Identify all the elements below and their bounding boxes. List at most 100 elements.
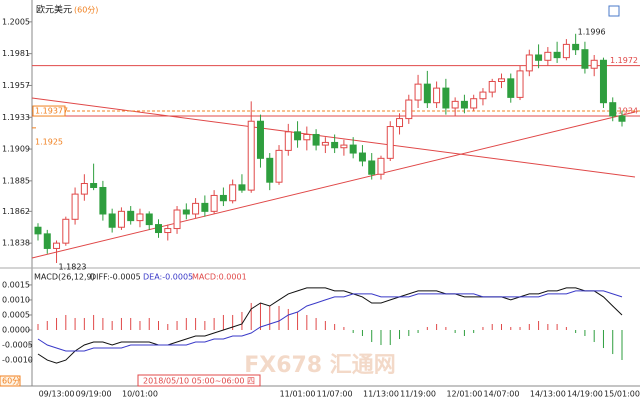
period-label: 60分 [2, 377, 20, 386]
candle-body [145, 213, 153, 226]
y-tick-label: 1.1933 [2, 113, 30, 122]
y-tick-label: 1.1862 [2, 207, 30, 216]
candle-body [99, 186, 107, 215]
candle-body [192, 202, 200, 215]
candle-body [182, 209, 190, 215]
y-tick-label: 1.1981 [2, 49, 30, 58]
watermark: FX678 汇通网 [244, 353, 396, 378]
candle-body [117, 210, 125, 228]
candle-body [525, 54, 533, 72]
diff-line [37, 287, 623, 364]
candle-body [368, 160, 376, 175]
candle-body [470, 98, 478, 109]
dea-line [37, 290, 623, 352]
candle-body [155, 224, 163, 234]
candle-body [229, 184, 237, 202]
y-tick-label: 1.1909 [2, 145, 30, 154]
candle-body [210, 194, 218, 212]
candle-body [599, 59, 607, 104]
x-tick-label: 11/07:00 [317, 390, 353, 399]
candle-body [590, 59, 598, 69]
x-tick-label: 12/01:00 [446, 390, 482, 399]
candle-body [377, 157, 385, 175]
candle-body [108, 213, 116, 228]
x-tick-label: 14/13:00 [530, 390, 566, 399]
candle-body [275, 149, 283, 183]
candle-body [516, 70, 524, 98]
candle-body [349, 144, 357, 154]
candle-body [136, 213, 144, 222]
y-tick-label: 0.0000 [2, 326, 30, 335]
candle-body [266, 157, 274, 183]
x-tick-label: 15/01:00 [604, 390, 640, 399]
candle-body [433, 87, 441, 104]
candle-body [80, 183, 88, 195]
candle-body [414, 83, 422, 101]
macd-label: MACD:0.0001 [192, 273, 247, 282]
candle-body [396, 118, 404, 128]
candle-body [173, 209, 181, 230]
mark-label: 1.19377 [35, 107, 68, 116]
candle-body [423, 83, 431, 104]
candle-body [53, 242, 61, 249]
high-label: 1.1996 [578, 27, 606, 36]
x-tick-label: 11/19:00 [400, 390, 436, 399]
candle-body [256, 120, 264, 159]
candle-body [618, 115, 626, 122]
candle-body [358, 152, 366, 162]
x-tick-label: 11/13:00 [363, 390, 399, 399]
candle-body [303, 133, 311, 141]
y-tick-label: 0.0015 [2, 280, 30, 289]
candle-body [247, 120, 255, 191]
candle-body [442, 87, 450, 109]
candle-body [294, 131, 302, 141]
chart-title: 欧元美元 [36, 4, 72, 16]
candle-body [544, 51, 552, 61]
y-tick-label: 1.1957 [2, 81, 30, 90]
candle-body [340, 144, 348, 149]
candle-body [238, 184, 246, 191]
x-tick-label: 14/07:00 [484, 390, 520, 399]
candle-body [405, 99, 413, 120]
chart-subtitle: (60分) [74, 6, 98, 15]
candle-body [219, 194, 227, 202]
candle-body [386, 126, 394, 159]
candle-body [488, 80, 496, 93]
y-tick-label: 1.1838 [2, 239, 30, 248]
y-tick-label: 0.0010 [2, 295, 30, 304]
candle-body [451, 100, 459, 109]
x-tick-label: 11/01:00 [280, 390, 316, 399]
candle-body [127, 210, 135, 222]
diff-label: DIFF:-0.0005 [90, 273, 141, 282]
y-tick-label: 0.0005 [2, 310, 30, 319]
mark-label: 1.1925 [35, 137, 63, 146]
candle-body [331, 141, 339, 149]
candle-body [201, 202, 209, 212]
candle-body [312, 133, 320, 146]
candle-body [562, 43, 570, 59]
settings-icon[interactable] [608, 5, 620, 17]
cursor-box [137, 374, 261, 387]
candle-body [321, 141, 329, 146]
y-tick-label: -0.0005 [2, 341, 33, 350]
candle-body [71, 193, 79, 220]
period-box [0, 375, 21, 387]
candle-body [90, 183, 98, 188]
candle-body [43, 233, 51, 249]
candle-body [553, 51, 561, 59]
candle-body [62, 218, 70, 244]
candle-body [581, 49, 589, 69]
candle-body [34, 226, 42, 235]
candle-body [507, 78, 515, 98]
candle-body [497, 78, 505, 82]
macd-title: MACD(26,12,9) [34, 273, 95, 282]
y-tick-label: -0.0010 [2, 356, 33, 365]
x-tick-label: 10/01:00 [122, 390, 158, 399]
dea-label: DEA:-0.0005 [143, 273, 193, 282]
candle-body [284, 131, 292, 151]
y-tick-label: 1.2005 [2, 17, 30, 26]
candle-body [164, 228, 172, 234]
